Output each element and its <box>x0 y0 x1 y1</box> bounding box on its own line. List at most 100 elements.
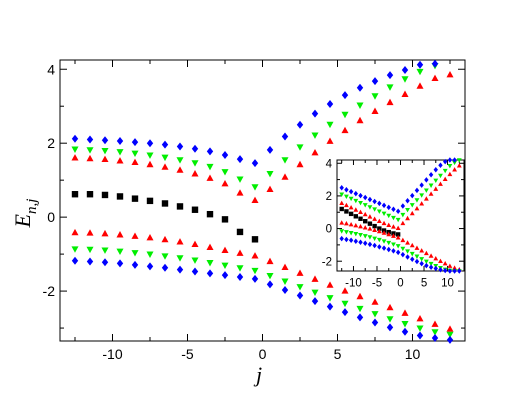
data-point <box>251 184 259 191</box>
data-point <box>343 221 349 226</box>
data-point <box>191 170 199 177</box>
y-tick-label: -2 <box>43 283 56 299</box>
data-point <box>367 214 373 219</box>
data-point <box>86 191 94 198</box>
x-tick-label: -10 <box>102 346 122 362</box>
data-point <box>416 82 424 89</box>
data-point <box>341 91 349 100</box>
data-point <box>372 207 378 212</box>
data-point <box>161 263 169 272</box>
data-point <box>428 253 434 258</box>
data-point <box>86 229 94 236</box>
data-point <box>438 258 443 263</box>
x-tick-label: 10 <box>405 346 421 362</box>
data-point <box>311 132 319 139</box>
data-point <box>367 196 373 203</box>
data-point <box>363 240 368 246</box>
data-point <box>251 274 259 283</box>
data-point <box>353 190 359 197</box>
data-point <box>452 268 457 274</box>
data-point <box>71 146 79 153</box>
data-series-3 <box>71 62 439 191</box>
data-point <box>442 267 448 274</box>
data-point <box>395 225 401 230</box>
data-point <box>381 220 387 226</box>
data-point <box>372 198 377 205</box>
data-point <box>409 210 415 216</box>
x-axis-label: j <box>253 362 262 387</box>
y-axis-label: En,j <box>10 199 40 229</box>
data-point <box>442 176 448 182</box>
data-point <box>372 236 378 241</box>
data-point <box>191 257 199 264</box>
data-point <box>395 232 401 237</box>
data-point <box>131 138 139 147</box>
data-point <box>442 168 448 174</box>
data-point <box>446 70 454 78</box>
data-series-2 <box>339 163 462 230</box>
data-point <box>358 192 363 199</box>
data-point <box>296 120 304 129</box>
x-tick-label: 5 <box>334 346 342 362</box>
data-point <box>161 140 169 149</box>
data-point <box>409 203 415 208</box>
data-point <box>400 203 406 209</box>
data-point <box>101 148 109 155</box>
data-point <box>423 259 429 265</box>
data-point <box>423 196 429 201</box>
data-point <box>221 169 229 176</box>
data-point <box>348 205 354 210</box>
data-point <box>281 278 289 285</box>
data-point <box>358 239 363 246</box>
data-point <box>377 200 382 207</box>
y-tick-label: 4 <box>326 158 333 170</box>
data-point <box>409 251 415 257</box>
data-point <box>362 225 368 230</box>
data-point <box>251 159 259 168</box>
data-point <box>161 235 169 243</box>
data-point <box>416 68 424 76</box>
data-point <box>438 173 443 179</box>
data-point <box>221 216 229 223</box>
data-point <box>341 126 349 134</box>
data-series-5 <box>339 220 462 272</box>
data-point <box>386 71 394 80</box>
data-point <box>101 247 109 254</box>
data-point <box>381 239 387 244</box>
data-point <box>356 313 364 322</box>
inset-plot: -10 -5 0 5 10 -2 0 2 4 <box>322 157 465 290</box>
data-point <box>395 249 401 256</box>
data-point <box>221 262 229 270</box>
y-axis-label-main: E <box>10 213 35 228</box>
data-point <box>386 240 392 246</box>
data-point <box>438 266 443 273</box>
data-point <box>401 65 409 74</box>
data-point <box>146 197 154 205</box>
data-point <box>101 229 109 237</box>
data-point <box>101 136 109 145</box>
data-point <box>251 196 259 204</box>
y-tick-label: -2 <box>322 256 332 268</box>
y-tick-label: 2 <box>326 191 332 203</box>
data-point <box>371 93 379 100</box>
data-point <box>236 155 244 164</box>
data-point <box>447 163 453 169</box>
data-point <box>362 203 368 208</box>
data-point <box>386 323 394 332</box>
data-point <box>353 207 359 212</box>
data-point <box>400 220 406 226</box>
data-point <box>400 246 406 252</box>
data-point <box>326 281 334 288</box>
data-point <box>431 329 439 336</box>
data-point <box>416 60 424 69</box>
data-point <box>424 262 429 269</box>
data-point <box>371 107 379 114</box>
data-point <box>191 160 199 167</box>
data-point <box>405 208 410 213</box>
data-point <box>161 154 169 162</box>
data-point <box>446 335 454 344</box>
data-series-2 <box>71 70 454 204</box>
data-point <box>446 331 454 339</box>
data-point <box>191 144 199 153</box>
data-point <box>281 157 289 164</box>
